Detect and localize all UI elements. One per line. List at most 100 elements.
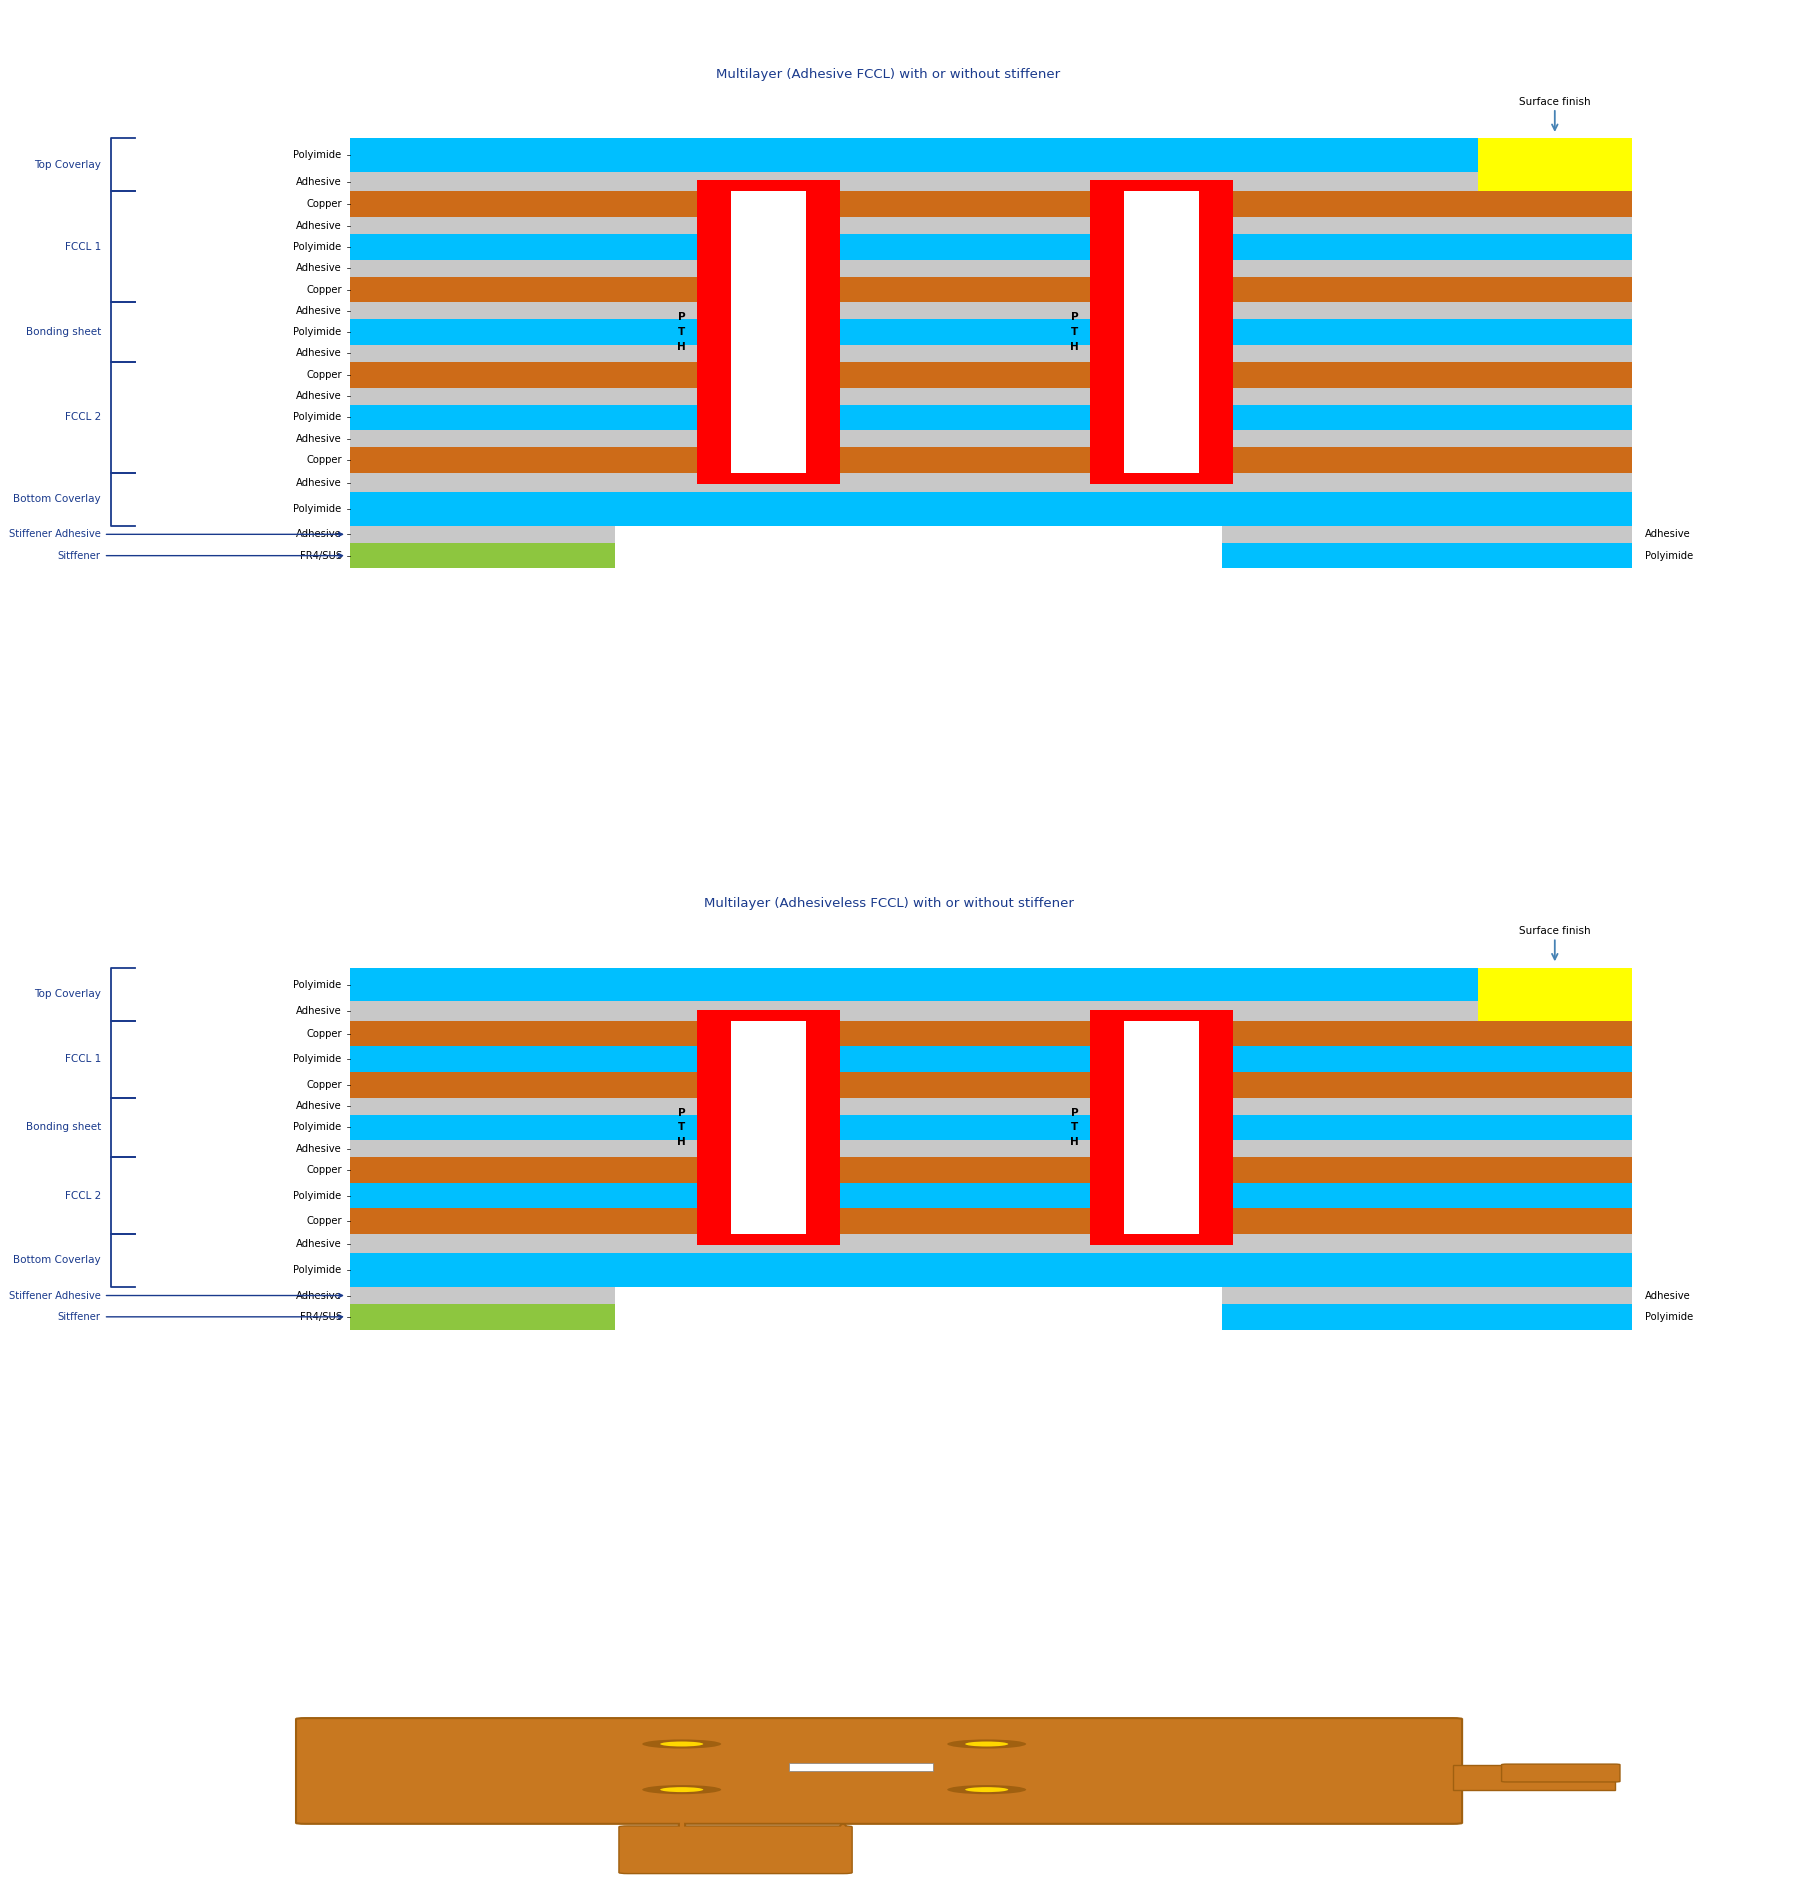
Bar [698, 1235, 840, 1244]
Text: Adhesive: Adhesive [296, 477, 341, 488]
Bar [350, 1254, 1633, 1287]
Bar [350, 447, 1633, 473]
Bar [1200, 192, 1232, 473]
Text: P
T
H: P T H [676, 1108, 685, 1148]
Text: Adhesive: Adhesive [296, 177, 341, 187]
Bar [350, 1304, 615, 1329]
Circle shape [965, 1742, 1008, 1747]
Bar [1453, 1764, 1615, 1789]
Circle shape [660, 1742, 703, 1747]
Text: FCCL 1: FCCL 1 [65, 1054, 100, 1065]
Text: Polyimide: Polyimide [294, 1265, 341, 1276]
Bar [732, 1022, 807, 1235]
Bar [1125, 1022, 1200, 1235]
Text: Surface finish: Surface finish [1520, 96, 1591, 107]
Text: Adhesive: Adhesive [296, 1144, 341, 1154]
Bar [350, 362, 1633, 388]
Bar [350, 192, 1633, 217]
Bar [789, 1762, 933, 1772]
Text: FCCL 1: FCCL 1 [65, 241, 100, 253]
Circle shape [965, 1787, 1008, 1793]
Text: Adhesive: Adhesive [296, 1007, 341, 1016]
Bar [350, 277, 1633, 302]
Text: Adhesive: Adhesive [296, 390, 341, 402]
Text: Copper: Copper [307, 369, 341, 379]
Bar [350, 260, 1633, 277]
Text: FR4/SUS: FR4/SUS [300, 1312, 341, 1321]
Bar [350, 543, 615, 569]
Bar [1125, 192, 1200, 473]
Bar [1222, 543, 1633, 569]
Text: Polyimide: Polyimide [294, 413, 341, 422]
Bar [1091, 1010, 1232, 1022]
Text: Polyimide: Polyimide [294, 1191, 341, 1201]
Bar [1091, 192, 1125, 473]
Text: Polyimide: Polyimide [1645, 1312, 1694, 1321]
Text: Polyimide: Polyimide [294, 241, 341, 253]
Text: Top Coverlay: Top Coverlay [34, 160, 100, 170]
Bar [350, 1097, 1633, 1114]
Text: FR4/SUS: FR4/SUS [300, 550, 341, 560]
Bar [350, 492, 1633, 526]
Bar [350, 388, 1633, 405]
Circle shape [642, 1785, 721, 1795]
Text: Bonding sheet: Bonding sheet [25, 328, 100, 337]
Text: P
T
H: P T H [1069, 313, 1078, 352]
Bar [350, 1184, 1633, 1208]
Text: Adhesive: Adhesive [296, 1101, 341, 1110]
Text: FCCL 2: FCCL 2 [65, 1191, 100, 1201]
Text: Copper: Copper [307, 1029, 341, 1039]
Bar [1478, 967, 1633, 1022]
Circle shape [660, 1787, 703, 1793]
Text: Surface finish: Surface finish [1520, 926, 1591, 937]
Text: Polyimide: Polyimide [1645, 550, 1694, 560]
Bar [350, 172, 1633, 192]
Bar [350, 1287, 615, 1304]
Bar [350, 1157, 1633, 1184]
Text: Copper: Copper [307, 200, 341, 209]
Text: Copper: Copper [307, 1216, 341, 1227]
Text: FCCL 2: FCCL 2 [65, 413, 100, 422]
Text: Copper: Copper [307, 1165, 341, 1174]
Bar [350, 319, 1633, 345]
Text: P
T
H: P T H [1069, 1108, 1078, 1148]
Bar [732, 192, 807, 473]
Text: Copper: Copper [307, 454, 341, 466]
Bar [350, 526, 615, 543]
Text: Adhesive: Adhesive [296, 530, 341, 539]
Text: Adhesive: Adhesive [296, 221, 341, 230]
Bar [350, 234, 1633, 260]
Bar [698, 192, 732, 473]
Text: Multilayer (Adhesiveless FCCL) with or without stiffener: Multilayer (Adhesiveless FCCL) with or w… [703, 897, 1073, 910]
Bar [807, 192, 840, 473]
Bar [350, 430, 1633, 447]
Text: Copper: Copper [307, 285, 341, 294]
Bar [350, 302, 1633, 319]
Text: Polyimide: Polyimide [294, 503, 341, 515]
Bar [1200, 1022, 1232, 1235]
Bar [698, 1022, 732, 1235]
Text: Copper: Copper [307, 1080, 341, 1090]
Text: Adhesive: Adhesive [296, 434, 341, 443]
Bar [350, 345, 1633, 362]
Text: Multilayer (Adhesive FCCL) with or without stiffener: Multilayer (Adhesive FCCL) with or witho… [716, 68, 1060, 81]
Text: Bottom Coverlay: Bottom Coverlay [13, 1255, 100, 1265]
Text: Polyimide: Polyimide [294, 151, 341, 160]
FancyBboxPatch shape [619, 1827, 852, 1874]
Text: Polyimide: Polyimide [294, 1122, 341, 1133]
Text: Stiffener Adhesive: Stiffener Adhesive [9, 530, 343, 539]
Text: Adhesive: Adhesive [296, 264, 341, 273]
Bar [350, 1208, 1633, 1235]
Bar [1091, 1235, 1232, 1244]
Bar [350, 405, 1633, 430]
Bar [350, 1073, 1633, 1097]
Text: Sitffener: Sitffener [57, 550, 343, 560]
Bar [350, 1235, 1633, 1254]
Bar [1478, 138, 1633, 192]
Text: Stiffener Adhesive: Stiffener Adhesive [9, 1291, 343, 1301]
Text: Bonding sheet: Bonding sheet [25, 1122, 100, 1133]
Bar [1222, 1304, 1633, 1329]
FancyBboxPatch shape [296, 1717, 1462, 1825]
Text: Bottom Coverlay: Bottom Coverlay [13, 494, 100, 505]
Bar [1222, 1287, 1633, 1304]
